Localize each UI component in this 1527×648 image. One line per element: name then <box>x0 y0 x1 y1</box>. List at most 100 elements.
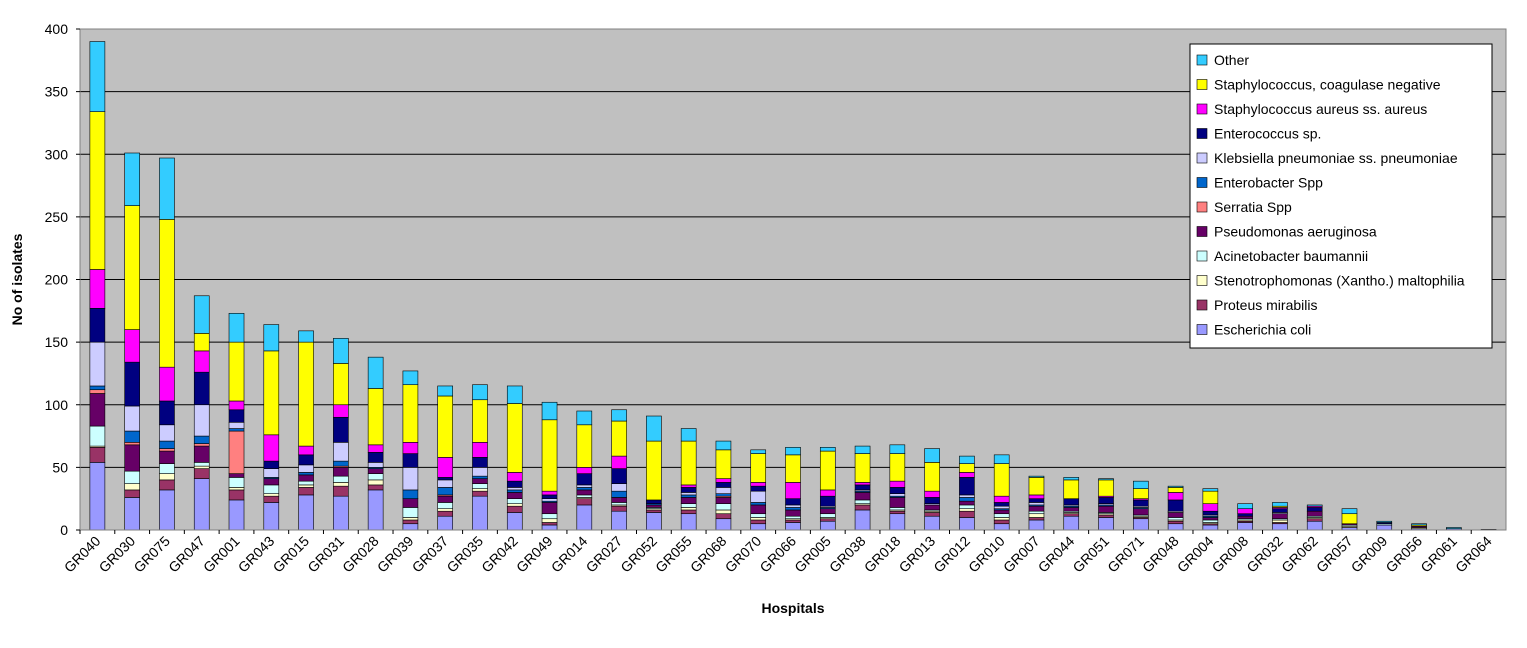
bar-segment <box>1272 523 1288 531</box>
x-tick-label: GR042 <box>478 533 521 576</box>
bar-segment <box>889 444 906 454</box>
bar-segment <box>819 513 836 518</box>
x-tick-label: GR035 <box>443 533 486 576</box>
bar-segment <box>576 487 593 491</box>
y-tick-label: 350 <box>45 84 69 100</box>
legend-entry: Staphylococcus aureus ss. aureus <box>1214 101 1427 117</box>
bar-segment <box>472 457 488 468</box>
bar-segment <box>506 480 523 488</box>
legend-entry: Other <box>1214 52 1249 68</box>
bar-segment <box>611 468 627 484</box>
bar-segment <box>715 487 732 494</box>
bar-segment <box>506 489 523 493</box>
bar-segment <box>1028 517 1045 521</box>
legend-box <box>1189 43 1493 349</box>
legend-swatch <box>1196 275 1208 286</box>
bar-segment <box>541 490 558 496</box>
bar-segment <box>924 515 940 531</box>
bar-segment <box>680 484 697 488</box>
bar-segment <box>1098 478 1114 481</box>
bar-segment <box>333 467 349 477</box>
bar-segment <box>402 517 419 521</box>
bar-segment <box>402 453 419 468</box>
bar-segment <box>367 444 384 453</box>
bar-segment <box>611 510 627 531</box>
bar-segment <box>1167 487 1184 493</box>
bar-segment <box>124 483 140 491</box>
bar-segment <box>263 502 280 531</box>
bar-segment <box>854 482 871 486</box>
bar-segment <box>680 513 697 531</box>
bar-segment <box>1063 477 1080 481</box>
bar-segment <box>750 449 767 454</box>
bar-segment <box>193 468 210 479</box>
bar-segment <box>785 482 801 499</box>
bar-segment <box>1028 475 1045 478</box>
x-tick-label: GR013 <box>896 533 939 576</box>
bar-segment <box>646 509 662 513</box>
bar-segment <box>785 509 801 517</box>
bar-segment <box>1028 498 1045 503</box>
bar-segment <box>750 517 767 521</box>
x-tick-label: GR007 <box>1000 533 1043 576</box>
bar-segment <box>1133 480 1149 489</box>
bar-segment <box>576 484 593 488</box>
bar-segment <box>437 385 453 397</box>
bar-segment <box>959 472 975 478</box>
bar-segment <box>576 494 593 498</box>
x-tick-label: GR048 <box>1139 533 1182 576</box>
bar-segment <box>228 487 245 491</box>
bar-segment <box>437 502 453 510</box>
x-tick-label: GR068 <box>687 533 730 576</box>
bar-segment <box>1341 513 1358 525</box>
bar-segment <box>263 468 280 478</box>
bar-segment <box>124 489 140 498</box>
bar-segment <box>819 447 836 452</box>
bar-segment <box>750 523 767 531</box>
bar-segment <box>193 465 210 469</box>
bar-segment <box>367 479 384 486</box>
bar-segment <box>298 480 314 486</box>
bar-segment <box>124 152 140 206</box>
bar-segment <box>959 497 975 502</box>
x-tick-label: GR055 <box>652 533 695 576</box>
bar-segment <box>646 512 662 531</box>
bar-segment <box>228 430 245 474</box>
bar-segment <box>367 468 384 474</box>
bar-segment <box>333 495 349 531</box>
bar-segment <box>715 478 732 483</box>
bar-segment <box>437 479 453 488</box>
bar-segment <box>367 489 384 531</box>
bar-segment <box>402 370 419 386</box>
bar-segment <box>402 384 419 443</box>
bar-segment <box>750 502 767 506</box>
legend: Other Staphylococcus, coagulase negative S… <box>1189 43 1493 349</box>
bar-segment <box>1167 517 1184 521</box>
bar-segment <box>611 409 627 422</box>
legend-swatch <box>1196 226 1208 237</box>
legend-swatch <box>1196 128 1208 139</box>
x-tick-label: GR031 <box>304 533 347 576</box>
bar-segment <box>193 435 210 444</box>
bar-segment <box>263 478 280 486</box>
bar-segment <box>541 502 558 515</box>
bar-segment <box>298 341 314 447</box>
bar-segment <box>506 472 523 482</box>
bar-segment <box>1272 508 1288 513</box>
x-tick-label: GR038 <box>826 533 869 576</box>
bar-segment <box>124 329 140 363</box>
bar-segment <box>1376 524 1393 531</box>
bar-segment <box>1306 510 1323 517</box>
bar-segment <box>437 477 453 481</box>
bar-segment <box>263 484 280 494</box>
bar-segment <box>89 341 106 387</box>
bar-segment <box>715 513 732 520</box>
legend-entry: Serratia Spp <box>1214 199 1292 215</box>
bar-segment <box>298 474 314 482</box>
bar-segment <box>959 477 975 496</box>
bar-segment <box>89 269 106 309</box>
bar-segment <box>193 350 210 373</box>
bar-segment <box>993 495 1010 503</box>
bar-segment <box>1028 519 1045 531</box>
